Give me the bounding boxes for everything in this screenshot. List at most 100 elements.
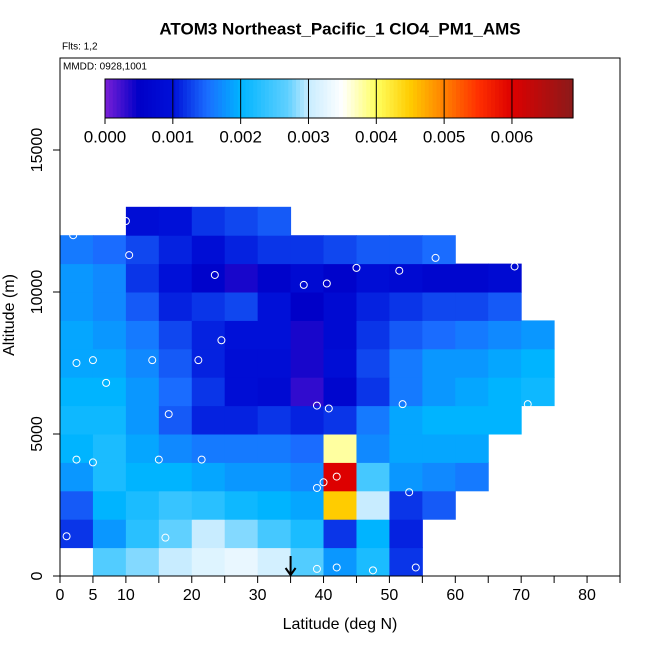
heat-cell: [191, 462, 226, 492]
sample-point: [125, 251, 134, 260]
heat-cell: [191, 490, 226, 520]
colorbar-swatch: [385, 79, 391, 118]
heat-cell: [158, 235, 193, 265]
heat-cell: [191, 405, 226, 435]
sample-point: [194, 356, 203, 365]
heat-cell: [125, 547, 160, 577]
colorbar-swatch: [362, 79, 367, 118]
colorbar-swatch: [124, 79, 129, 118]
colorbar-swatch: [401, 79, 406, 118]
heat-cell: [125, 434, 160, 463]
colorbar-swatch: [335, 79, 340, 118]
heat-cell: [455, 434, 489, 463]
colorbar-swatch: [471, 79, 477, 118]
colorbar-swatch: [459, 79, 465, 118]
dates-note: MMDD: 0928,1001: [63, 62, 147, 73]
heat-cell: [191, 235, 226, 265]
colorbar-tick-label: 0.006: [491, 127, 534, 146]
heat-cell: [455, 462, 489, 492]
colorbar-tick-label: 0.003: [287, 127, 330, 146]
colorbar-swatch: [237, 79, 243, 118]
x-tick-label: 60: [446, 587, 464, 604]
sample-point: [154, 455, 163, 464]
heat-cell: [356, 434, 390, 463]
colorbar-swatch: [159, 79, 165, 118]
colorbar-tick-label: 0.005: [423, 127, 466, 146]
colorbar-tick-label: 0.001: [152, 127, 195, 146]
colorbar-swatch: [136, 79, 141, 118]
colorbar-swatch: [549, 79, 555, 118]
colorbar-swatch: [132, 79, 137, 118]
x-tick-label: 70: [512, 587, 530, 604]
heat-cell: [92, 547, 127, 577]
colorbar-swatch: [456, 79, 461, 118]
colorbar-swatch: [214, 79, 219, 118]
colorbar-swatch: [417, 79, 422, 118]
heat-cell: [125, 206, 160, 236]
heat-cell: [323, 348, 357, 378]
sample-point: [398, 400, 407, 409]
position-arrow-head: [284, 567, 297, 577]
heat-cell: [158, 377, 193, 407]
heat-cell: [290, 292, 325, 321]
colorbar-swatch: [381, 79, 387, 118]
heat-cell: [488, 263, 522, 293]
heat-cell: [60, 348, 94, 378]
colorbar-swatch: [183, 79, 188, 118]
sample-point: [62, 532, 71, 541]
heat-cell: [92, 292, 127, 321]
heat-cell: [323, 320, 357, 350]
heat-cell: [389, 377, 423, 407]
heat-cell: [60, 320, 94, 350]
x-axis-label: Latitude (deg N): [283, 616, 398, 633]
heat-cell: [60, 434, 94, 463]
colorbar-swatch: [163, 79, 168, 118]
colorbar-swatch: [218, 79, 223, 118]
heat-cell: [323, 434, 357, 463]
heat-cell: [422, 462, 456, 492]
colorbar-swatch: [249, 79, 254, 118]
sample-point: [197, 455, 206, 464]
heat-cell: [422, 405, 456, 435]
heat-cell: [224, 292, 259, 321]
colorbar-swatch: [413, 79, 418, 118]
heat-cell: [92, 490, 127, 520]
heat-cell: [422, 348, 456, 378]
heat-cell: [257, 292, 292, 321]
heat-cell: [257, 462, 292, 492]
heat-cell: [224, 490, 259, 520]
colorbar-swatch: [537, 79, 543, 118]
colorbar-swatch: [420, 79, 426, 118]
sample-point: [312, 483, 321, 492]
sample-point: [102, 378, 111, 387]
colorbar-swatch: [510, 79, 516, 118]
heat-cell: [125, 292, 160, 321]
sample-point: [411, 563, 420, 572]
heat-cell: [422, 320, 456, 350]
heat-cell: [60, 462, 94, 492]
colorbar-swatch: [491, 79, 496, 118]
sample-point: [368, 566, 377, 575]
heat-cell: [389, 320, 423, 350]
heat-cell: [224, 434, 259, 463]
heat-cell: [389, 490, 423, 520]
heat-cell: [521, 320, 555, 350]
colorbar-swatch: [229, 79, 235, 118]
colorbar-swatch: [272, 79, 278, 118]
heat-cell: [356, 490, 390, 520]
colorbar-swatch: [264, 79, 270, 118]
heat-cell: [356, 348, 390, 378]
colorbar-swatch: [284, 79, 289, 118]
heat-cell: [389, 519, 423, 549]
colorbar-swatch: [339, 79, 344, 118]
heat-cell: [191, 377, 226, 407]
heat-cell: [422, 263, 456, 293]
heat-cell: [389, 235, 423, 265]
colorbar-swatch: [225, 79, 231, 118]
heat-cell: [257, 320, 292, 350]
heat-cell: [356, 462, 390, 492]
heat-cell: [158, 547, 193, 577]
heat-cell: [488, 377, 522, 407]
heat-cell: [60, 405, 94, 435]
